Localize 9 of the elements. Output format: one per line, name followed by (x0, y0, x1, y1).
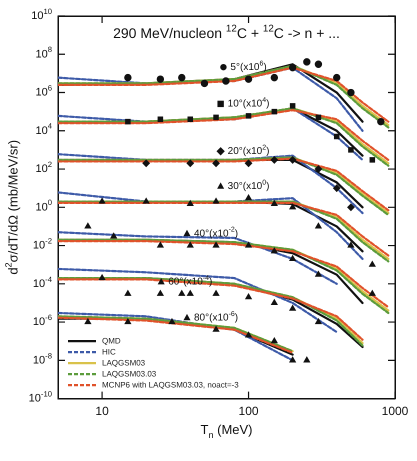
x-tick-label: 1000 (382, 404, 409, 418)
y-axis-title: d2σ/dT/dΩ (mb/MeV/sr) (4, 140, 21, 275)
x-tick-label: 10 (95, 404, 110, 418)
x-tick-label: 100 (238, 404, 259, 418)
legend-label: LAQGSM03 (102, 358, 146, 368)
legend-label: MCNP6 with LAQGSM03.03, noact=-3 (102, 380, 240, 390)
legend-label: LAQGSM03.03 (102, 369, 157, 378)
legend-label: HIC (102, 347, 116, 356)
legend-label: QMD (102, 336, 121, 346)
